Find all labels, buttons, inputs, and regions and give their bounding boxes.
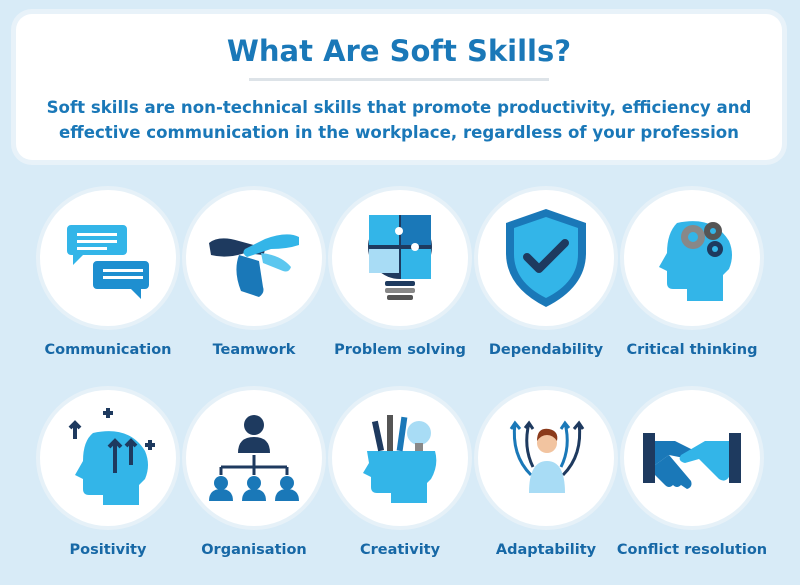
person-arrows-icon — [509, 420, 585, 493]
subtitle-line-1: Soft skills are non-technical skills tha… — [46, 98, 752, 117]
skill-label: Positivity — [69, 542, 147, 558]
skill-label: Conflict resolution — [616, 542, 768, 558]
skill-circle — [478, 190, 614, 326]
page-subtitle: Soft skills are non-technical skills tha… — [28, 95, 770, 145]
org-chart-icon — [209, 415, 299, 501]
puzzle-lightbulb-icon — [368, 215, 432, 300]
subtitle-line-2: effective communication in the workplace… — [59, 123, 739, 142]
skill-circle — [40, 390, 176, 526]
skill-teamwork: Teamwork — [174, 190, 334, 380]
head-gears-icon — [659, 221, 732, 301]
skill-conflict-resolution: Conflict resolution — [612, 390, 772, 580]
stacked-hands-icon — [209, 234, 299, 297]
skill-positivity: Positivity — [28, 390, 188, 580]
header-card: What Are Soft Skills? Soft skills are no… — [16, 14, 782, 160]
page-title: What Are Soft Skills? — [226, 34, 572, 68]
skill-organisation: Organisation — [174, 390, 334, 580]
skill-dependability: Dependability — [466, 190, 626, 380]
title-divider — [249, 78, 549, 81]
skill-circle — [624, 190, 760, 326]
skill-circle — [40, 190, 176, 326]
skill-label: Problem solving — [334, 342, 466, 358]
skill-label: Organisation — [201, 542, 307, 558]
skill-circle — [186, 390, 322, 526]
skill-label: Critical thinking — [626, 342, 758, 358]
skill-circle — [332, 190, 468, 326]
skill-label: Communication — [44, 342, 172, 358]
skill-communication: Communication — [28, 190, 188, 380]
skill-circle — [478, 390, 614, 526]
speech-bubbles-icon — [67, 225, 149, 299]
skill-creativity: Creativity — [320, 390, 480, 580]
skill-critical-thinking: Critical thinking — [612, 190, 772, 380]
skill-circle — [186, 190, 322, 326]
skill-label: Teamwork — [212, 342, 296, 358]
skill-circle — [332, 390, 468, 526]
skill-problem-solving: Problem solving — [320, 190, 480, 380]
head-arrows-icon — [68, 408, 155, 505]
skill-label: Adaptability — [495, 542, 597, 558]
handshake-icon — [643, 433, 741, 489]
head-tools-icon — [363, 415, 437, 503]
skill-circle — [624, 390, 760, 526]
skill-adaptability: Adaptability — [466, 390, 626, 580]
shield-check-icon — [506, 209, 586, 307]
skill-label: Creativity — [359, 542, 441, 558]
skill-label: Dependability — [488, 342, 604, 358]
